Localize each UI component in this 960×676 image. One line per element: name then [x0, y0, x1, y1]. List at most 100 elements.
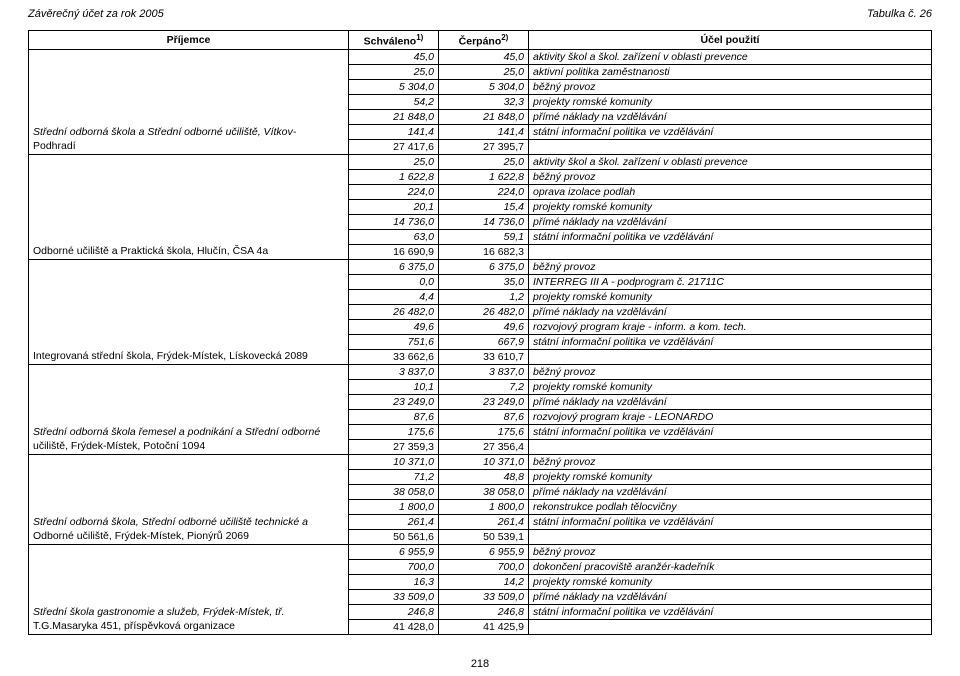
drawn-cell: 15,4 — [439, 199, 529, 214]
purpose-cell: aktivity škol a škol. zařízení v oblasti… — [529, 49, 932, 64]
table-row: 45,045,0aktivity škol a škol. zařízení v… — [29, 49, 932, 64]
approved-cell: 38 058,0 — [349, 484, 439, 499]
approved-cell: 0,0 — [349, 274, 439, 289]
table-row: Střední škola gastronomie a služeb, Frýd… — [29, 604, 932, 619]
drawn-cell: 45,0 — [439, 49, 529, 64]
recipient-cell: Střední škola gastronomie a služeb, Frýd… — [29, 604, 349, 619]
approved-cell: 45,0 — [349, 49, 439, 64]
table-row-total: T.G.Masaryka 451, příspěvková organizace… — [29, 619, 932, 634]
drawn-total-cell: 16 682,3 — [439, 244, 529, 259]
approved-cell: 23 249,0 — [349, 394, 439, 409]
table-row: 20,115,4projekty romské komunity — [29, 199, 932, 214]
recipient-cell — [29, 559, 349, 574]
purpose-cell: státní informační politika ve vzdělávání — [529, 334, 932, 349]
recipient-cell — [29, 409, 349, 424]
recipient-cell: učiliště, Frýdek-Místek, Potoční 1094 — [29, 439, 349, 454]
drawn-cell: 32,3 — [439, 94, 529, 109]
purpose-cell: projekty romské komunity — [529, 574, 932, 589]
col-header-prijemce: Příjemce — [29, 31, 349, 50]
purpose-cell: přímé náklady na vzdělávání — [529, 214, 932, 229]
purpose-cell — [529, 439, 932, 454]
purpose-cell: aktivní politika zaměstnanosti — [529, 64, 932, 79]
recipient-cell — [29, 469, 349, 484]
purpose-cell — [529, 529, 932, 544]
approved-total-cell: 33 662,6 — [349, 349, 439, 364]
approved-cell: 20,1 — [349, 199, 439, 214]
approved-cell: 3 837,0 — [349, 364, 439, 379]
approved-cell: 49,6 — [349, 319, 439, 334]
purpose-cell: přímé náklady na vzdělávání — [529, 589, 932, 604]
page: Závěrečný účet za rok 2005 Tabulka č. 26… — [0, 0, 960, 676]
drawn-total-cell: 27 395,7 — [439, 139, 529, 154]
recipient-cell: Podhradí — [29, 139, 349, 154]
drawn-cell: 23 249,0 — [439, 394, 529, 409]
recipient-cell: Odborné učiliště, Frýdek-Místek, Pionýrů… — [29, 529, 349, 544]
approved-total-cell: 27 417,6 — [349, 139, 439, 154]
purpose-cell: běžný provoz — [529, 454, 932, 469]
drawn-total-cell: 33 610,7 — [439, 349, 529, 364]
approved-cell: 5 304,0 — [349, 79, 439, 94]
table-row: Střední odborná škola řemesel a podnikán… — [29, 424, 932, 439]
drawn-cell: 87,6 — [439, 409, 529, 424]
col-header-ucel: Účel použití — [529, 31, 932, 50]
purpose-cell: běžný provoz — [529, 364, 932, 379]
approved-cell: 14 736,0 — [349, 214, 439, 229]
recipient-cell: Střední odborná škola řemesel a podnikán… — [29, 424, 349, 439]
approved-cell: 246,8 — [349, 604, 439, 619]
drawn-cell: 5 304,0 — [439, 79, 529, 94]
approved-cell: 261,4 — [349, 514, 439, 529]
recipient-cell — [29, 109, 349, 124]
drawn-cell: 224,0 — [439, 184, 529, 199]
approved-cell: 1 800,0 — [349, 499, 439, 514]
drawn-cell: 141,4 — [439, 124, 529, 139]
approved-total-cell: 50 561,6 — [349, 529, 439, 544]
table-row: 23 249,023 249,0přímé náklady na vzděláv… — [29, 394, 932, 409]
drawn-cell: 48,8 — [439, 469, 529, 484]
table-row: 224,0224,0oprava izolace podlah — [29, 184, 932, 199]
recipient-cell: Odborné učiliště a Praktická škola, Hluč… — [29, 244, 349, 259]
approved-cell: 21 848,0 — [349, 109, 439, 124]
recipient-cell — [29, 544, 349, 559]
approved-cell: 175,6 — [349, 424, 439, 439]
table-row: 38 058,038 058,0přímé náklady na vzděláv… — [29, 484, 932, 499]
recipient-cell — [29, 289, 349, 304]
purpose-cell: státní informační politika ve vzdělávání — [529, 514, 932, 529]
approved-cell: 16,3 — [349, 574, 439, 589]
purpose-cell: projekty romské komunity — [529, 199, 932, 214]
approved-cell: 25,0 — [349, 154, 439, 169]
recipient-cell — [29, 64, 349, 79]
header-left: Závěrečný účet za rok 2005 — [28, 8, 164, 20]
purpose-cell: přímé náklady na vzdělávání — [529, 304, 932, 319]
purpose-cell: INTERREG III A - podprogram č. 21711C — [529, 274, 932, 289]
approved-total-cell: 16 690,9 — [349, 244, 439, 259]
approved-cell: 141,4 — [349, 124, 439, 139]
table-row: 751,6667,9státní informační politika ve … — [29, 334, 932, 349]
purpose-cell: projekty romské komunity — [529, 379, 932, 394]
purpose-cell: dokončení pracoviště aranžér-kadeřník — [529, 559, 932, 574]
drawn-cell: 7,2 — [439, 379, 529, 394]
purpose-cell: rozvojový program kraje - LEONARDO — [529, 409, 932, 424]
table-row: 4,41,2projekty romské komunity — [29, 289, 932, 304]
drawn-cell: 25,0 — [439, 64, 529, 79]
drawn-cell: 667,9 — [439, 334, 529, 349]
purpose-cell: státní informační politika ve vzdělávání — [529, 424, 932, 439]
recipient-cell — [29, 259, 349, 274]
approved-cell: 33 509,0 — [349, 589, 439, 604]
approved-cell: 54,2 — [349, 94, 439, 109]
recipient-cell: Integrovaná střední škola, Frýdek-Místek… — [29, 349, 349, 364]
recipient-cell — [29, 574, 349, 589]
recipient-cell — [29, 334, 349, 349]
drawn-cell: 261,4 — [439, 514, 529, 529]
purpose-cell: projekty romské komunity — [529, 289, 932, 304]
approved-cell: 4,4 — [349, 289, 439, 304]
purpose-cell: běžný provoz — [529, 169, 932, 184]
approved-cell: 10 371,0 — [349, 454, 439, 469]
drawn-cell: 14 736,0 — [439, 214, 529, 229]
table-row: 5 304,05 304,0běžný provoz — [29, 79, 932, 94]
table-row: 1 622,81 622,8běžný provoz — [29, 169, 932, 184]
purpose-cell: běžný provoz — [529, 259, 932, 274]
table-row-total: Integrovaná střední škola, Frýdek-Místek… — [29, 349, 932, 364]
purpose-cell: oprava izolace podlah — [529, 184, 932, 199]
purpose-cell — [529, 619, 932, 634]
table-row: 33 509,033 509,0přímé náklady na vzděláv… — [29, 589, 932, 604]
